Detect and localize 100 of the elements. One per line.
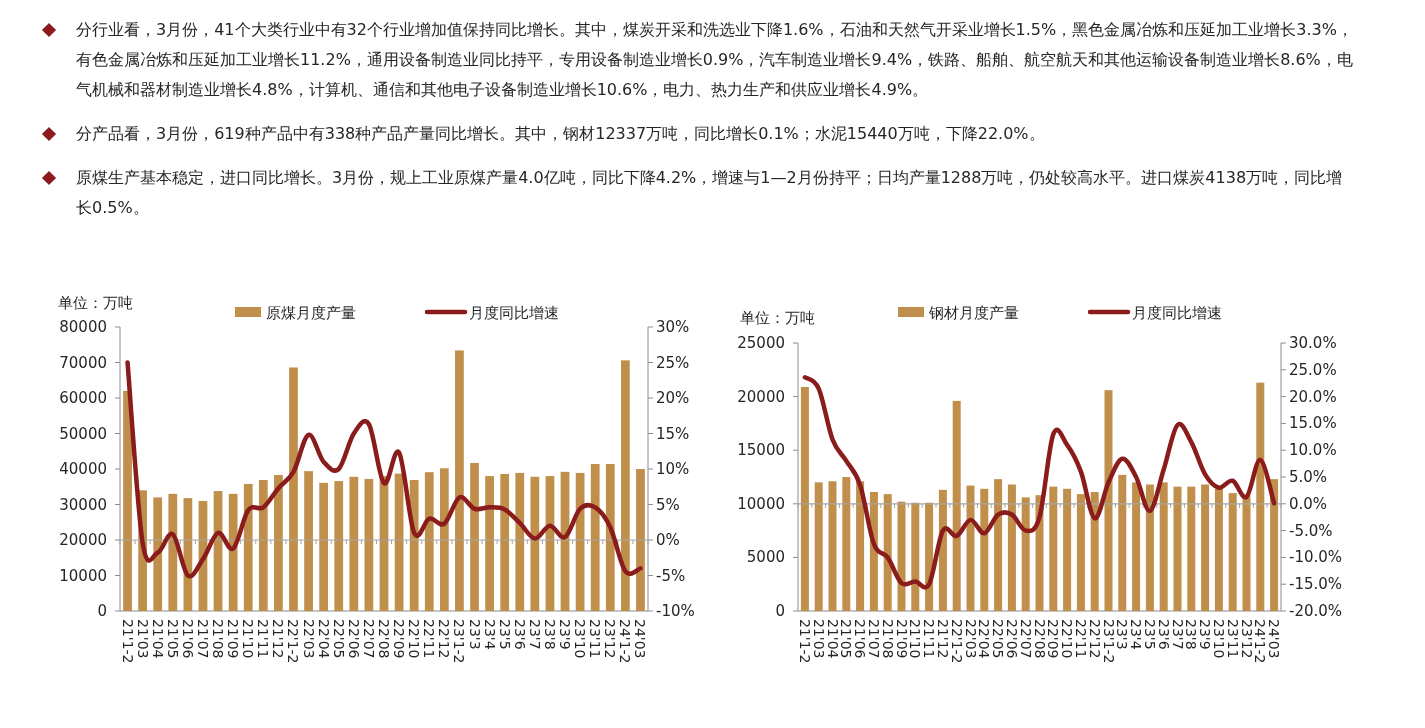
y-tick-label: 5000	[746, 548, 785, 567]
bar	[842, 477, 851, 611]
x-tick-label: 23'1-2	[451, 619, 468, 664]
x-tick-label: 23'12	[602, 619, 619, 659]
y-tick-label: 40000	[59, 460, 107, 478]
x-tick-label: 24'03	[632, 619, 649, 659]
bar	[621, 360, 630, 611]
bar	[1090, 492, 1099, 611]
bar	[980, 488, 989, 611]
x-tick-label: 24'03	[1266, 619, 1283, 659]
x-tick-label: 22'05	[330, 619, 347, 659]
bar	[364, 478, 374, 611]
text: 原煤生产基本稳定，进口同比增长。3月份，规上工业原煤产量4.0亿吨，同比下降4.2%，增速与1—2月份持平；日均产量1288万吨，仍处较高水平。进口煤炭4138万吨，同比增长0.5%。	[76, 168, 1343, 217]
y-axis-title: 单位：万吨	[740, 309, 815, 327]
x-tick-label: 23'3	[466, 619, 483, 650]
bar	[334, 481, 344, 611]
y-tick-label: 30000	[59, 495, 107, 514]
x-tick-label: 23'4	[481, 619, 498, 650]
y-tick-label: 50000	[59, 424, 107, 443]
y-tick-label: 10000	[737, 494, 785, 513]
bar	[153, 497, 163, 611]
bar	[1173, 486, 1182, 611]
y2-tick-label: 0%	[656, 531, 680, 549]
x-tick-label: 21'05	[164, 619, 181, 659]
x-tick-label: 21'03	[134, 619, 151, 659]
x-tick-label: 23'8	[541, 619, 558, 650]
bar	[455, 350, 464, 611]
bar	[123, 390, 132, 611]
y2-tick-label: 30.0%	[1289, 334, 1337, 352]
y2-tick-label: 5%	[656, 495, 680, 514]
y2-tick-label: 5.0%	[1289, 468, 1328, 486]
bar	[530, 476, 540, 611]
y2-tick-label: -20.0%	[1289, 602, 1343, 620]
bar	[1256, 382, 1265, 611]
bar	[1228, 493, 1237, 611]
bar	[258, 480, 268, 611]
legend-label: 月度同比增速	[1132, 304, 1222, 322]
y2-tick-label: 20%	[656, 389, 690, 407]
x-tick-label: 22'09	[1045, 619, 1062, 659]
bar	[424, 472, 434, 611]
x-tick-label: 23'10	[572, 619, 589, 659]
bar	[228, 493, 238, 611]
y2-tick-label: 0.0%	[1289, 494, 1328, 513]
bar	[1270, 479, 1279, 611]
bar	[636, 469, 645, 611]
y-tick-label: 10000	[59, 566, 107, 585]
x-tick-label: 23'5	[496, 619, 513, 650]
bar	[966, 485, 975, 611]
bar	[897, 501, 906, 611]
x-tick-label: 22'04	[976, 619, 993, 659]
bar	[470, 462, 479, 611]
legend-label: 月度同比增速	[469, 304, 559, 322]
x-tick-label: 22'12	[1086, 619, 1103, 659]
y2-tick-label: -15.0%	[1289, 575, 1343, 594]
bar	[1076, 494, 1085, 611]
bar	[1145, 484, 1154, 611]
bar	[828, 481, 837, 611]
x-tick-label: 21'08	[879, 619, 896, 659]
bar	[439, 468, 449, 611]
y-tick-label: 20000	[737, 387, 785, 406]
x-tick-label: 22'12	[436, 619, 453, 659]
x-tick-label: 22'06	[345, 619, 362, 659]
x-tick-label: 21'10	[907, 619, 924, 659]
y2-tick-label: -10%	[656, 602, 695, 620]
bar	[1063, 488, 1072, 611]
bar	[304, 471, 313, 611]
x-tick-label: 22'08	[376, 619, 392, 659]
y-tick-label: 15000	[737, 441, 785, 460]
bar	[274, 475, 283, 611]
x-tick-label: 22'03	[300, 619, 317, 659]
x-tick-label: 23'9	[557, 619, 574, 650]
x-tick-label: 21'07	[194, 619, 211, 659]
bar	[243, 483, 253, 611]
x-tick-label: 21'09	[893, 619, 910, 659]
text: 分行业看，3月份，41个大类行业中有32个行业增加值保持同比增长。其中，煤炭开采和洗选业下降1.6%，石油和天然气开采业增长1.5%，黑色金属冶炼和压延加工业增长3.3%，有色金属冶炼和压延加工业增长11.2%，通用设备制造业同比持平，专用设备制造业增长0.9%，汽车制造业增长9.4%，铁路、船舶、航空航天和其他运输设备制造业增长8.6%，电气机械和器材制造业增长4.8%，计算机、通信和其他电子设备制造业增长10.6%，电力、热力生产和供应业增长4.9%。	[76, 20, 1353, 99]
y2-tick-label: -5.0%	[1289, 521, 1333, 540]
legend-label: 原煤月度产量	[266, 304, 356, 322]
x-tick-label: 23'11	[587, 619, 604, 659]
text: 分产品看，3月份，619种产品中有338种产品产量同比增长。其中，钢材12337万吨，同比增长0.1%；水泥15440万吨，下降22.0%。	[76, 124, 1045, 143]
bar	[1007, 484, 1016, 611]
y2-tick-label: 25%	[656, 353, 690, 372]
y-tick-label: 0	[775, 602, 785, 620]
x-tick-label: 22'08	[1031, 619, 1048, 659]
x-tick-label: 21'11	[255, 619, 272, 659]
bar	[1187, 486, 1196, 611]
x-tick-label: 21'04	[149, 619, 166, 659]
x-tick-label: 22'07	[360, 619, 377, 659]
x-tick-label: 21'1-2	[796, 619, 813, 664]
x-tick-label: 23'6	[1155, 619, 1172, 650]
x-tick-label: 23'3	[1114, 619, 1131, 650]
x-tick-label: 21'10	[240, 619, 257, 659]
bar	[856, 481, 865, 611]
x-tick-label: 23'7	[526, 619, 543, 650]
x-tick-label: 21'04	[824, 619, 841, 659]
bar	[1104, 390, 1113, 611]
x-tick-label: 21'06	[179, 619, 196, 659]
y2-tick-label: 25.0%	[1289, 360, 1337, 379]
x-tick-label: 21'08	[210, 619, 227, 659]
bar	[289, 367, 298, 611]
y2-tick-label: -10.0%	[1289, 548, 1343, 567]
